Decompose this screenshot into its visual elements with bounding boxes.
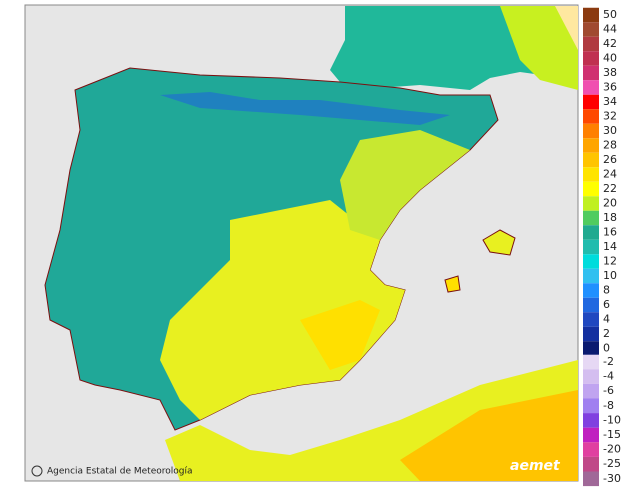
legend-swatch [583,36,599,52]
legend-label: 32 [603,110,617,123]
legend-label: -25 [603,457,621,470]
legend-swatch [583,413,599,428]
legend-label: 44 [603,23,617,36]
legend-swatch [583,427,599,443]
legend-label: 6 [603,298,610,311]
credit-icon [31,465,43,477]
hot-zone [300,300,380,370]
legend-label: 34 [603,95,617,108]
legend-label: 38 [603,66,617,79]
legend-label: -10 [603,413,621,426]
legend-swatch [583,51,599,66]
legend-label: 2 [603,327,610,340]
legend-swatch [583,283,599,298]
legend-swatch [583,109,599,124]
legend-swatch [583,326,599,342]
legend-swatch [583,312,599,327]
legend-swatch [583,239,599,255]
legend-label: 20 [603,197,617,210]
legend-swatch [583,442,599,457]
legend-swatch [583,181,599,197]
legend-swatch [583,7,599,23]
legend-label: -30 [603,472,621,485]
legend-label: 12 [603,255,617,268]
legend-label: 0 [603,342,610,355]
east-zone [340,130,470,240]
africa-hot [400,390,578,481]
legend-label: 22 [603,182,617,195]
legend-swatch [583,80,599,95]
legend-swatch [583,225,599,240]
legend-label: 40 [603,52,617,65]
legend-swatch [583,398,599,414]
legend-label: 30 [603,124,617,137]
legend-swatch [583,94,599,110]
legend-swatch [583,254,599,269]
france-south [500,6,578,90]
legend-label: 36 [603,81,617,94]
legend-swatch [583,152,599,168]
legend-swatch [583,369,599,384]
mallorca [482,229,516,256]
legend-swatch [583,471,599,487]
legend-label: -4 [603,370,614,383]
legend-swatch [583,210,599,226]
legend-label: -15 [603,428,621,441]
legend-swatch [583,123,599,139]
legend-label: 16 [603,226,617,239]
legend-swatch [583,138,599,153]
legend: 5044424038363432302826242220181614121086… [583,7,621,487]
legend-label: -6 [603,384,614,397]
legend-label: -8 [603,399,614,412]
legend-swatch [583,341,599,356]
logo: aemet [510,458,561,474]
credit: Agencia Estatal de Meteorología [47,467,193,477]
legend-label: 18 [603,211,617,224]
legend-label: 28 [603,139,617,152]
legend-label: -2 [603,355,614,368]
france-corner [555,6,578,50]
legend-label: 10 [603,269,617,282]
legend-label: 26 [603,153,617,166]
ibiza [444,275,461,293]
legend-label: -20 [603,443,621,456]
legend-swatch [583,22,599,37]
legend-label: 8 [603,284,610,297]
legend-label: 50 [603,8,617,21]
mountains [160,92,450,125]
legend-label: 24 [603,168,617,181]
legend-swatch [583,456,599,472]
legend-swatch [583,354,599,370]
legend-swatch [583,268,599,284]
legend-swatch [583,297,599,313]
legend-swatch [583,65,599,81]
legend-label: 4 [603,313,610,326]
legend-swatch [583,167,599,182]
legend-label: 42 [603,37,617,50]
legend-label: 14 [603,240,617,253]
legend-swatch [583,383,599,399]
legend-swatch [583,196,599,211]
map [44,6,578,481]
